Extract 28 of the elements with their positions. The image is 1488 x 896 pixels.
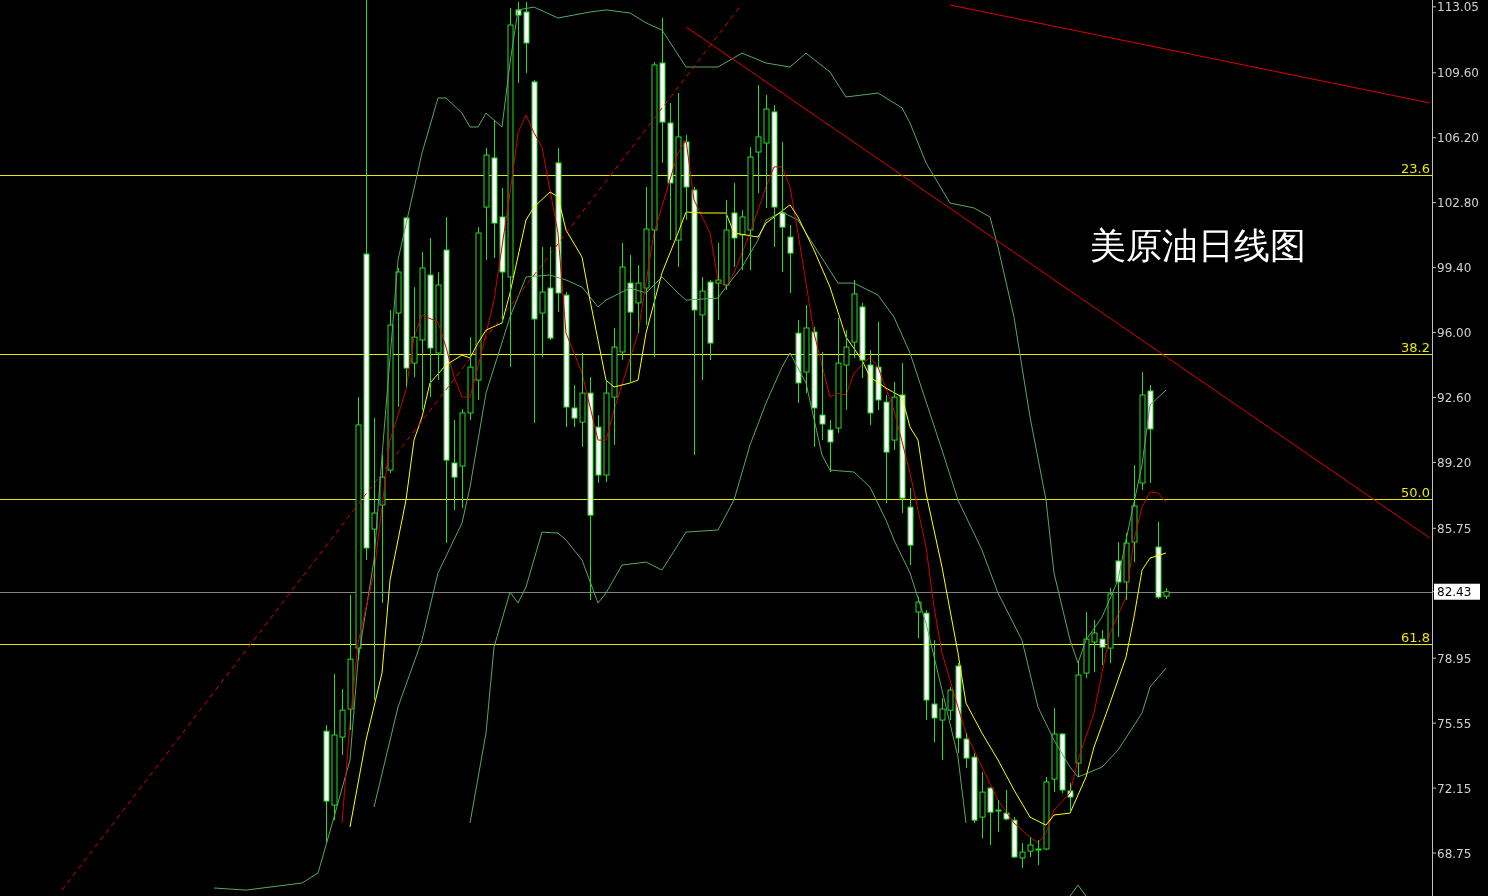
candlestick xyxy=(1075,661,1082,778)
annotation: 50.0 xyxy=(1401,484,1430,500)
y-tick-label: 82.43 xyxy=(1437,585,1472,600)
candlestick xyxy=(347,594,354,731)
candlestick xyxy=(787,224,794,294)
line-series xyxy=(469,352,967,824)
candlestick xyxy=(779,141,786,273)
candlestick xyxy=(1003,789,1010,820)
y-tick-label: 72.15 xyxy=(1437,781,1472,796)
y-tick-label: 85.75 xyxy=(1437,521,1472,536)
candlestick xyxy=(819,351,826,441)
y-tick-label: 96.00 xyxy=(1437,326,1472,341)
annotation: 38.2 xyxy=(1401,339,1430,355)
candlestick xyxy=(907,487,914,566)
candlestick xyxy=(827,419,834,473)
y-tick-label: 75.55 xyxy=(1437,716,1472,731)
y-tick-label: 92.60 xyxy=(1437,390,1472,405)
annotation: 23.6 xyxy=(1401,160,1430,176)
y-tick-label: 109.60 xyxy=(1437,66,1479,81)
y-tick-label: 89.20 xyxy=(1437,455,1472,470)
y-tick-label: 99.40 xyxy=(1437,261,1472,276)
annotation: 61.8 xyxy=(1401,629,1430,645)
y-tick-label: 102.80 xyxy=(1437,196,1479,211)
y-tick-label: 113.05 xyxy=(1437,0,1479,15)
text: 美原油日线图 xyxy=(1090,226,1306,266)
y-tick-label: 68.75 xyxy=(1437,846,1472,861)
y-tick-label: 106.20 xyxy=(1437,131,1479,146)
y-tick-label: 78.95 xyxy=(1437,651,1472,666)
